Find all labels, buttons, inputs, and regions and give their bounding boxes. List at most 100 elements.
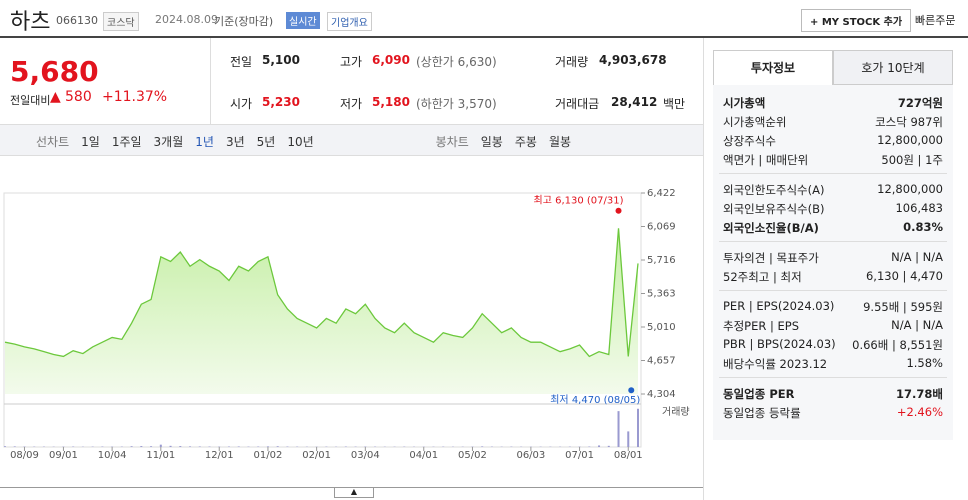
tab[interactable]: 일봉: [480, 135, 503, 149]
x-tick-label: 11/01: [146, 450, 175, 461]
x-tick-label: 01/02: [254, 450, 283, 461]
info-value: 9.55배 | 595원: [863, 300, 943, 314]
tab[interactable]: 주봉: [514, 135, 537, 149]
company-info-button[interactable]: 기업개요: [327, 12, 372, 31]
date: 2024.08.09: [155, 13, 218, 26]
volume-bar: [159, 444, 162, 447]
tab[interactable]: 1일: [81, 135, 100, 149]
high-label: 최고 6,130 (07/31): [534, 195, 624, 207]
volume-bar: [150, 446, 153, 447]
info-label: 외국인소진율(B/A): [723, 221, 819, 235]
quote-value: 5,100: [262, 53, 300, 67]
y-tick-label: 5,010: [647, 322, 676, 333]
info-label: 외국인보유주식수(B): [723, 202, 825, 216]
y-tick-label: 5,716: [647, 255, 676, 266]
info-label: PER | EPS(2024.03): [723, 299, 835, 313]
change-pct: +11.37%: [102, 89, 168, 105]
collapse-button[interactable]: ▲: [334, 487, 374, 498]
volume-bar: [13, 446, 16, 447]
info-label: 외국인한도주식수(A): [723, 183, 825, 197]
volume-bar: [598, 445, 601, 447]
realtime-badge[interactable]: 실시간: [286, 12, 320, 29]
info-row: 시가총액 727억원: [723, 95, 943, 113]
info-value: 6,130 | 4,470: [865, 269, 943, 283]
change-label: 전일대비: [10, 94, 51, 107]
x-tick-label: 08/09: [10, 450, 39, 461]
high-dot: [615, 207, 622, 214]
info-value: 727억원: [897, 96, 943, 110]
quote-sub: (하한가 3,570): [416, 97, 497, 111]
info-value: 1.58%: [906, 356, 943, 370]
volume-bar: [637, 408, 639, 447]
info-row: 외국인한도주식수(A) 12,800,000: [723, 182, 943, 200]
info-value: 12,800,000: [877, 133, 943, 147]
info-tab: 투자정보: [713, 50, 833, 85]
x-tick-label: 12/01: [205, 450, 234, 461]
volume-bar: [237, 446, 240, 447]
info-label: 액면가 | 매매단위: [723, 153, 809, 167]
info-label: 52주최고 | 최저: [723, 270, 802, 284]
divider: [703, 38, 704, 500]
chart-tabs: 선차트 1일 1주일 3개월 1년 3년 5년 10년 봉차트 일봉 주봉 월봉: [0, 124, 703, 156]
separator: [719, 290, 947, 291]
info-value: 106,483: [895, 201, 943, 215]
volume-bar: [266, 446, 269, 447]
stock-code: 066130: [56, 14, 98, 27]
tab[interactable]: 3개월: [153, 135, 184, 149]
info-row: 외국인보유주식수(B) 106,483: [723, 201, 943, 219]
volume-bar: [198, 446, 201, 447]
divider: [0, 36, 968, 38]
info-value: 17.78배: [896, 387, 943, 401]
info-row: 상장주식수 12,800,000: [723, 133, 943, 151]
info-row: 동일업종 PER 17.78배: [723, 386, 943, 404]
info-row: 배당수익률 2023.12 1.58%: [723, 356, 943, 374]
info-label: 시가총액: [723, 96, 766, 110]
price-line: [4, 228, 639, 358]
info-value: 코스닥 987위: [875, 115, 943, 129]
info-value: N/A | N/A: [891, 318, 943, 332]
quote-value: 6,090: [372, 53, 410, 67]
info-row: 동일업종 등락률 +2.46%: [723, 405, 943, 423]
quote-label: 저가: [340, 97, 363, 111]
volume-label: 거래량: [662, 406, 690, 418]
info-label: 동일업종 등락률: [723, 406, 801, 420]
plot-frame: [3, 192, 642, 448]
info-value: 0.66배 | 8,551원: [852, 338, 943, 352]
volume-bar: [179, 446, 182, 447]
volume-bar: [617, 411, 620, 447]
tab[interactable]: 1주일: [111, 135, 142, 149]
tab[interactable]: 3년: [225, 135, 245, 149]
quote-label: 거래대금: [555, 97, 600, 111]
separator: [719, 377, 947, 378]
volume-bar: [169, 445, 172, 447]
x-tick-label: 09/01: [49, 450, 78, 461]
info-panel: 투자정보 호가 10단계 시가총액 727억원 시가총액순위 코스닥 987위 상장주식수 1…: [713, 50, 953, 440]
info-value: 500원 | 1주: [881, 153, 943, 167]
y-tick-label: 6,422: [647, 188, 676, 199]
quote-label: 거래량: [555, 55, 589, 69]
volume-bar: [627, 431, 630, 447]
market: 코스닥: [103, 12, 139, 31]
quote-label: 전일: [230, 55, 253, 69]
tab[interactable]: 10년: [287, 135, 314, 149]
tab[interactable]: 월봉: [548, 135, 572, 149]
quote-sub: (상한가 6,630): [416, 55, 497, 69]
quick-order[interactable]: 빠른주문: [915, 14, 956, 27]
x-tick-label: 04/01: [409, 450, 438, 461]
volume-bar: [481, 446, 484, 447]
x-tick-label: 10/04: [98, 450, 127, 461]
divider: [210, 38, 211, 124]
price: 5,680: [10, 55, 99, 88]
separator: [719, 241, 947, 242]
info-row: 외국인소진율(B/A) 0.83%: [723, 220, 943, 238]
info-row: PER | EPS(2024.03) 9.55배 | 595원: [723, 299, 943, 317]
tab[interactable]: 1년: [195, 135, 214, 149]
x-tick-label: 03/04: [351, 450, 380, 461]
x-tick-label: 08/01: [614, 450, 643, 461]
info-label: 투자의견 | 목표주가: [723, 251, 819, 265]
volume-bar: [189, 446, 192, 447]
quote-value: 5,180: [372, 95, 410, 109]
mystock-button[interactable]: + MY STOCK 추가: [801, 9, 912, 32]
tab[interactable]: 5년: [256, 135, 276, 149]
